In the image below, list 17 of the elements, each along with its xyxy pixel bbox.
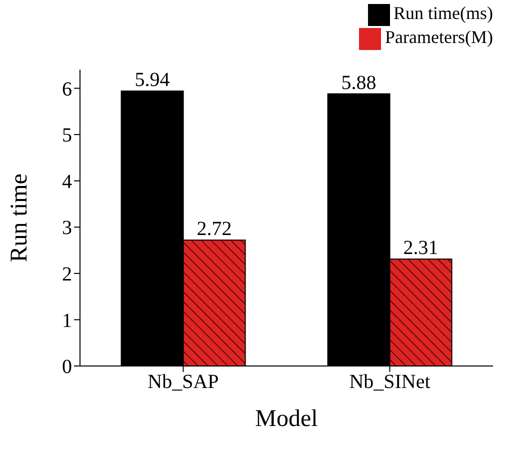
y-tick-label: 3 — [62, 217, 72, 240]
y-tick-label: 6 — [62, 78, 72, 100]
legend-label: Run time(ms) — [394, 3, 493, 23]
data-label: 2.31 — [403, 237, 438, 260]
x-tick-label: Nb_SINet — [349, 371, 431, 394]
data-label: 2.72 — [196, 218, 232, 240]
legend-label: Parameters(M) — [385, 26, 493, 47]
y-tick-label: 5 — [62, 124, 72, 147]
y-tick-label: 1 — [62, 310, 72, 332]
y-tick-label: 2 — [62, 264, 72, 286]
x-axis-title: Model — [255, 406, 318, 432]
data-label: 5.88 — [341, 72, 376, 94]
y-tick-label: 0 — [62, 356, 72, 378]
y-tick-label: 4 — [62, 170, 72, 193]
data-label: 5.94 — [134, 69, 170, 92]
x-tick-label: Nb_SAP — [148, 371, 219, 394]
y-axis-title: Run time — [6, 174, 33, 262]
